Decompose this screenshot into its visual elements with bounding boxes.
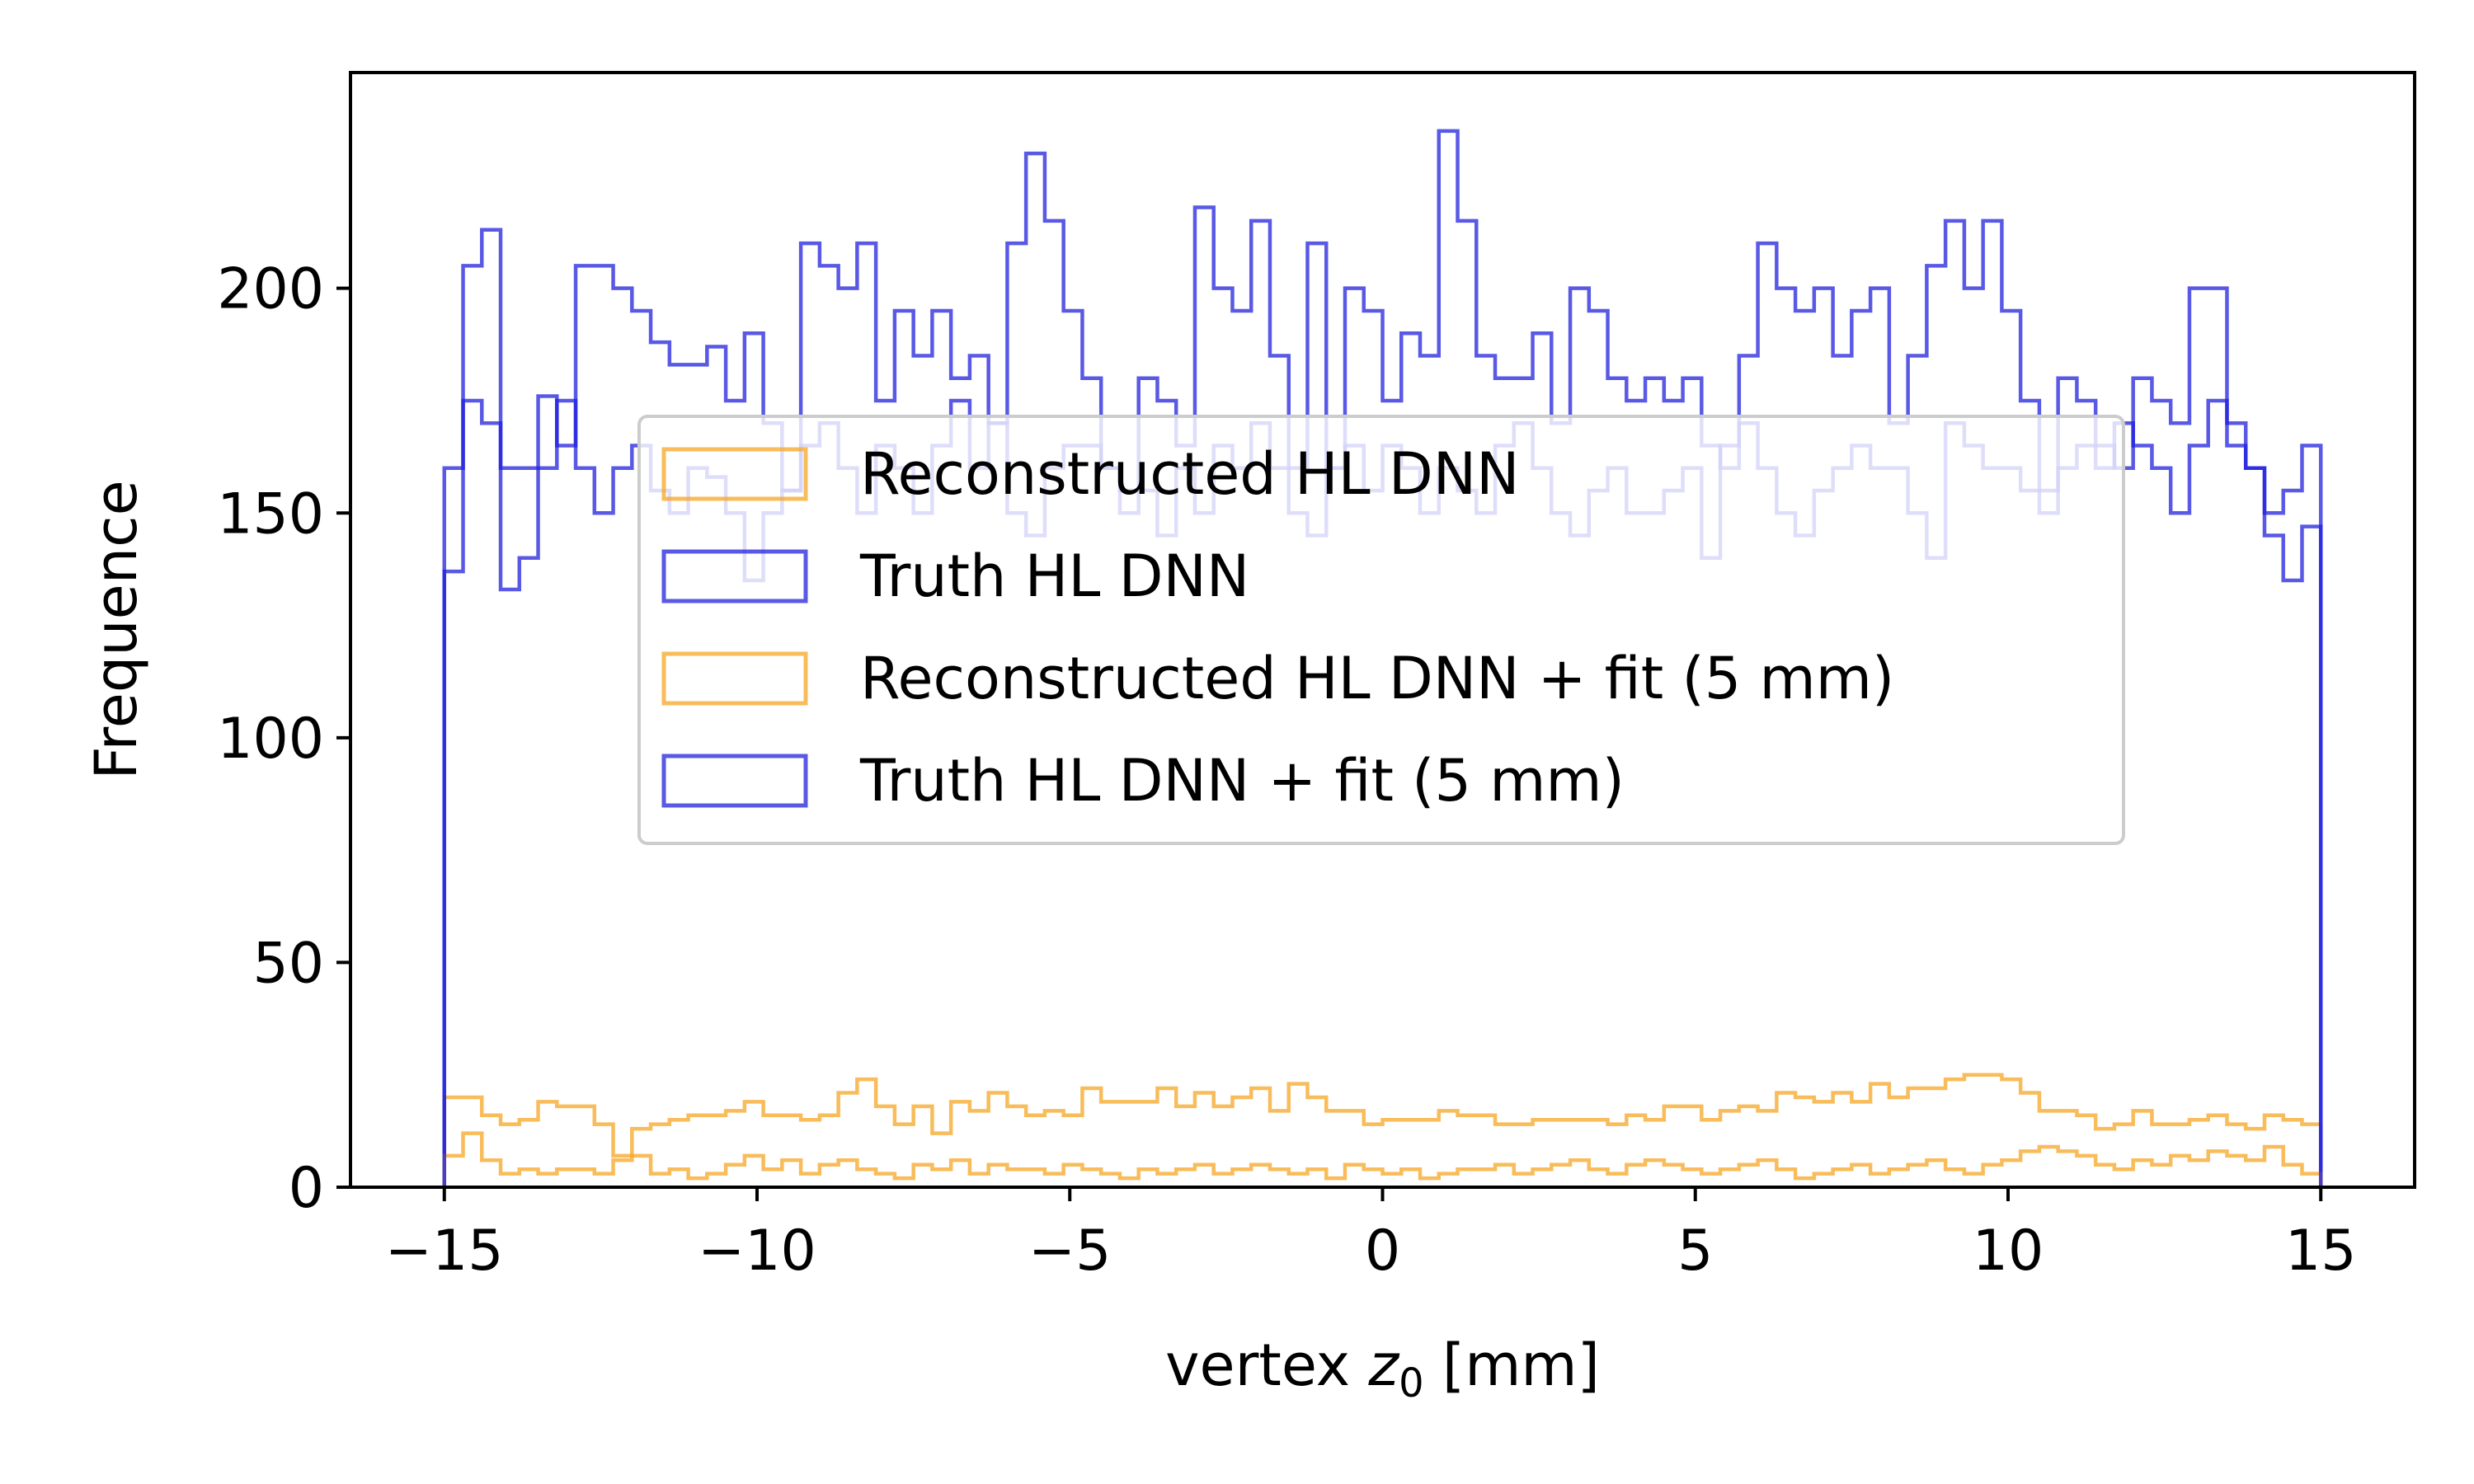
histogram-series-3: [442, 1131, 2323, 1187]
legend-entries: Reconstructed HL DNN Truth HL DNN Reconstr…: [661, 440, 1894, 815]
x-axis-label: vertex z0 [mm]: [1165, 1331, 1600, 1407]
y-tick-label: 200: [217, 257, 324, 322]
legend-swatch: [661, 549, 808, 603]
x-axis-label-prefix: vertex: [1165, 1331, 1368, 1399]
legend-swatch: [661, 651, 808, 706]
legend-swatch: [661, 447, 808, 501]
y-tick-label: 100: [217, 707, 324, 772]
x-tick-label: 5: [1677, 1219, 1713, 1284]
legend-label: Reconstructed HL DNN: [860, 440, 1520, 508]
y-axis-label: Frequence: [82, 480, 150, 779]
histogram-series-1: [442, 1073, 2323, 1187]
x-axis-label-subscript: 0: [1399, 1360, 1424, 1407]
y-tick-label: 50: [252, 931, 324, 996]
legend-box: [637, 415, 2125, 845]
legend-label: Truth HL DNN + fit (5 mm): [859, 747, 1625, 815]
x-tick-label: −5: [1028, 1219, 1111, 1284]
x-tick-label: 10: [1973, 1219, 2044, 1284]
x-tick-label: −15: [385, 1219, 504, 1284]
legend-swatch: [661, 754, 808, 808]
x-tick-label: 0: [1365, 1219, 1400, 1284]
y-tick-label: 150: [217, 481, 324, 547]
legend-label: Truth HL DNN: [859, 542, 1249, 610]
x-axis-label-variable: z: [1367, 1331, 1400, 1399]
x-tick-label: −10: [698, 1219, 816, 1284]
legend: Reconstructed HL DNN Truth HL DNN Reconstr…: [637, 415, 2125, 845]
x-axis-label-suffix: [mm]: [1424, 1331, 1600, 1399]
x-tick-label: 15: [2285, 1219, 2357, 1284]
y-tick-label: 0: [289, 1156, 324, 1221]
legend-label: Reconstructed HL DNN + fit (5 mm): [860, 645, 1894, 712]
